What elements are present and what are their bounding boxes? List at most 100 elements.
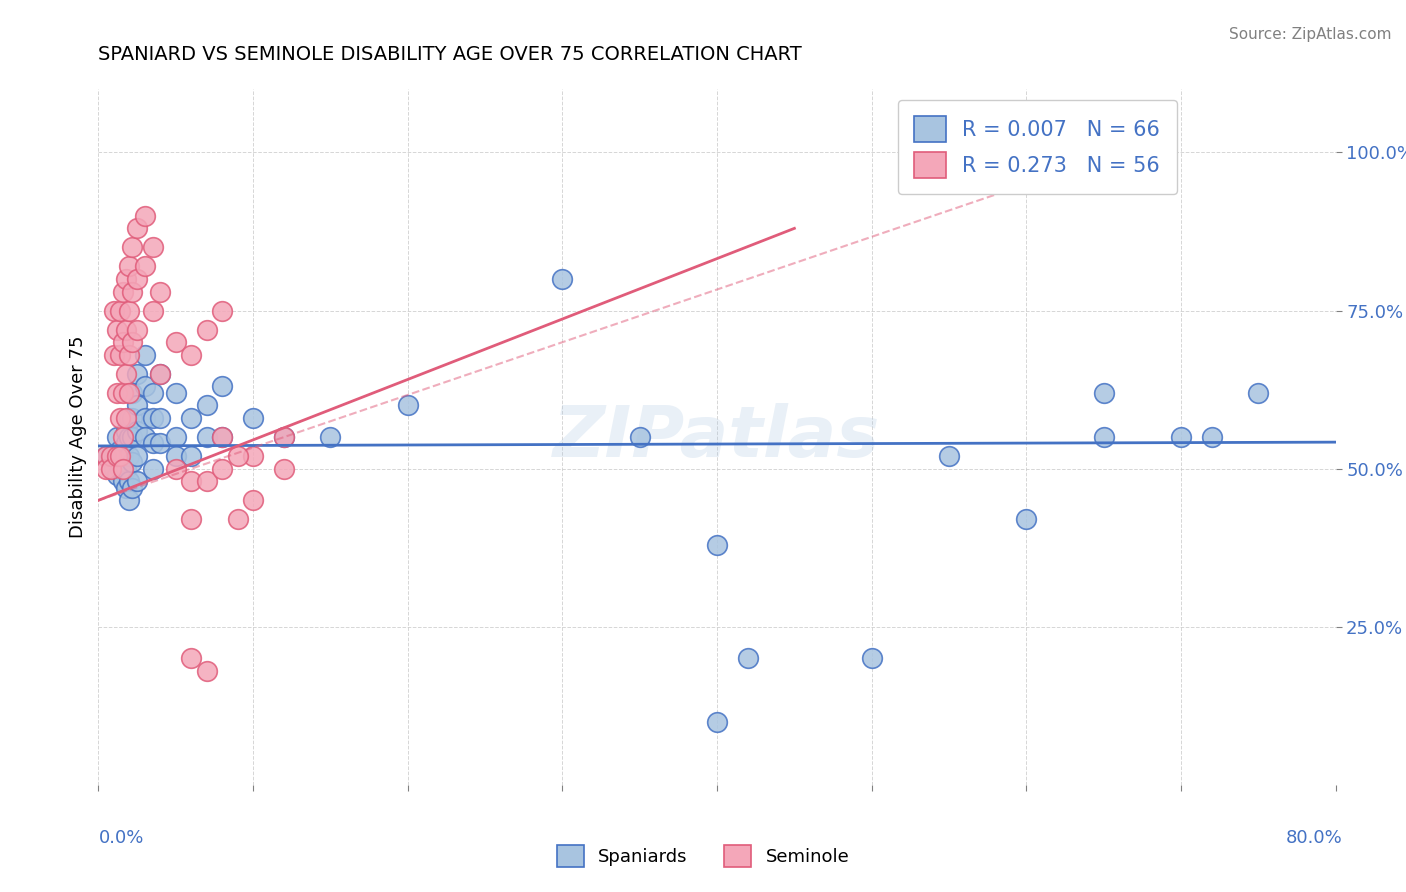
Point [127,221,149,235]
Point [319,430,342,444]
Point [141,385,165,400]
Point [115,322,138,336]
Point [108,449,131,463]
Point [121,430,143,444]
Point [134,209,156,223]
Point [551,272,574,286]
Point [108,303,131,318]
Point [165,449,187,463]
Text: Source: ZipAtlas.com: Source: ZipAtlas.com [1229,27,1392,42]
Point [242,493,264,508]
Point [211,461,233,475]
Point [103,348,125,362]
Point [141,411,165,425]
Point [134,260,156,274]
Point [180,475,202,489]
Point [1247,385,1270,400]
Point [115,481,138,495]
Point [628,430,651,444]
Point [118,260,141,274]
Point [195,322,218,336]
Point [938,449,960,463]
Point [108,348,131,362]
Point [141,303,165,318]
Point [121,481,143,495]
Point [100,461,122,475]
Point [115,436,138,450]
Point [134,411,156,425]
Point [180,348,202,362]
Point [105,468,128,483]
Point [149,367,172,381]
Point [149,411,172,425]
Point [1015,512,1038,526]
Point [226,449,249,463]
Text: 0.0%: 0.0% [98,830,143,847]
Point [121,335,143,350]
Point [706,538,728,552]
Point [211,430,233,444]
Point [115,367,138,381]
Point [115,461,138,475]
Point [134,348,156,362]
Point [100,449,122,463]
Point [112,449,135,463]
Point [180,512,202,526]
Point [273,430,295,444]
Point [165,461,187,475]
Point [127,322,149,336]
Point [127,449,149,463]
Point [127,399,149,413]
Y-axis label: Disability Age Over 75: Disability Age Over 75 [69,335,87,539]
Point [127,475,149,489]
Point [165,430,187,444]
Point [118,385,141,400]
Point [211,430,233,444]
Point [1092,430,1115,444]
Point [103,449,125,463]
Point [1201,430,1223,444]
Point [105,322,128,336]
Point [96,461,118,475]
Point [105,385,128,400]
Point [127,272,149,286]
Legend: Spaniards, Seminole: Spaniards, Seminole [550,838,856,874]
Point [149,436,172,450]
Point [195,664,218,678]
Point [112,461,135,475]
Point [226,512,249,526]
Point [273,430,295,444]
Point [165,335,187,350]
Point [127,424,149,438]
Point [108,411,131,425]
Point [96,449,118,463]
Point [112,285,135,299]
Text: 80.0%: 80.0% [1286,830,1343,847]
Point [242,449,264,463]
Point [737,651,759,665]
Point [121,411,143,425]
Point [118,411,141,425]
Point [105,449,128,463]
Point [121,240,143,254]
Legend: R = 0.007   N = 66, R = 0.273   N = 56: R = 0.007 N = 66, R = 0.273 N = 56 [897,100,1177,194]
Point [860,651,883,665]
Point [108,461,131,475]
Point [141,461,165,475]
Point [1170,430,1192,444]
Point [180,411,202,425]
Point [180,449,202,463]
Point [118,449,141,463]
Point [115,424,138,438]
Point [118,430,141,444]
Text: ZIPatlas: ZIPatlas [554,402,880,472]
Point [211,303,233,318]
Point [118,493,141,508]
Point [149,285,172,299]
Point [1092,385,1115,400]
Point [273,461,295,475]
Point [242,411,264,425]
Point [211,379,233,393]
Point [149,367,172,381]
Point [112,385,135,400]
